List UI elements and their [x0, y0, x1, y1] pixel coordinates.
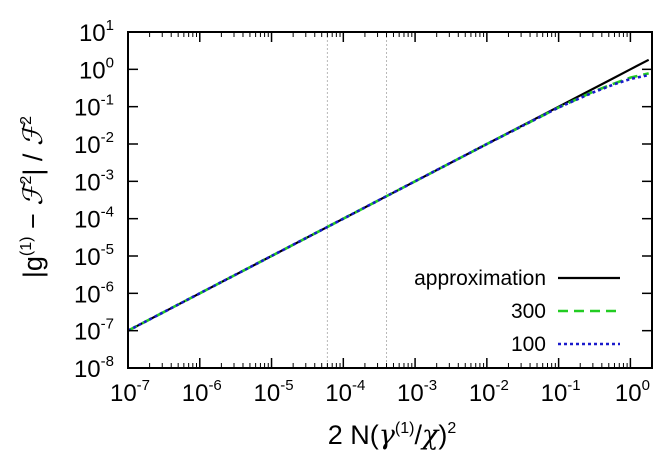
x-tick-label: 100 [615, 377, 650, 407]
series-line-100 [127, 73, 649, 332]
x-tick-label: 10-1 [541, 377, 581, 407]
y-tick-label: 10-6 [74, 278, 114, 308]
y-tick-label: 10-7 [74, 316, 114, 346]
legend-label: approximation [414, 267, 546, 290]
x-tick-label: 10-2 [469, 377, 509, 407]
y-tick-label: 100 [79, 54, 114, 84]
reference-lines [326, 32, 388, 368]
y-tick-label: 10-5 [74, 241, 114, 271]
x-tick-label: 10-4 [325, 377, 365, 407]
y-tick-label: 10-4 [74, 204, 114, 234]
y-tick-label: 10-8 [74, 353, 114, 383]
x-axis-title: 2 N(γ(1)/χ)2 [328, 420, 457, 451]
y-tick-label: 10-1 [74, 92, 114, 122]
series-line-300 [127, 72, 649, 332]
x-tick-label: 10-7 [110, 377, 150, 407]
series-layer [127, 58, 650, 332]
y-tick-label: 101 [79, 17, 114, 47]
x-tick-label: 10-3 [397, 377, 437, 407]
x-tick-label: 10-5 [254, 377, 294, 407]
legend-label: 300 [511, 300, 546, 323]
y-tick-label: 10-3 [74, 166, 114, 196]
y-axis-title: |g(1) − ℱ2| / ℱ2 [18, 116, 49, 278]
y-tick-label: 10-2 [74, 129, 114, 159]
tick-labels: 10-7 10-6 10-5 10-4 10-3 10-2 10-1 10010-810-71… [74, 17, 650, 407]
x-tick-label: 10-6 [182, 377, 222, 407]
legend-label: 100 [511, 333, 546, 356]
legend: approximation 300 100 [414, 267, 620, 356]
plot-frame [127, 31, 653, 369]
ticks [127, 31, 653, 369]
